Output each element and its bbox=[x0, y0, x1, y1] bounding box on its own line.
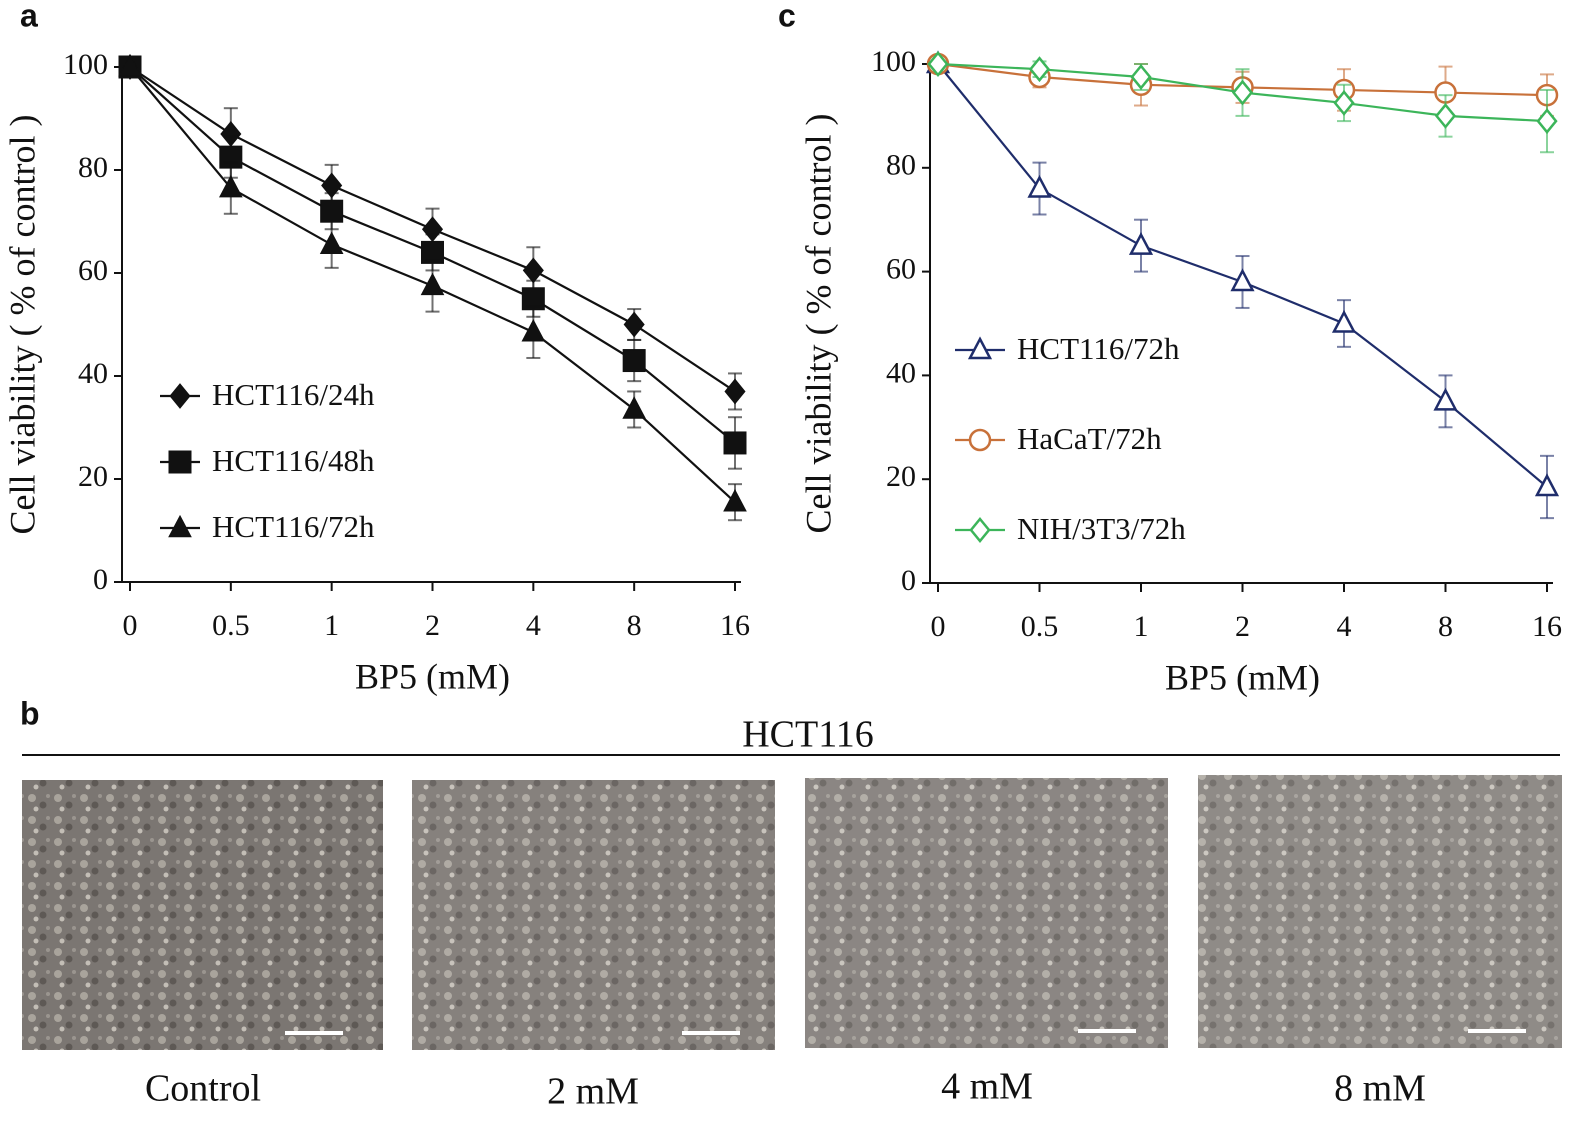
y-tick-label: 20 bbox=[78, 460, 108, 493]
marker bbox=[1333, 89, 1355, 116]
legend-marker bbox=[168, 450, 192, 474]
marker bbox=[724, 378, 746, 405]
legend-marker bbox=[968, 428, 992, 452]
legend-label: HCT116/72h bbox=[212, 509, 375, 544]
y-tick-label: 80 bbox=[78, 151, 108, 184]
image-caption: Control bbox=[145, 1068, 261, 1110]
series bbox=[925, 50, 1560, 520]
y-tick-label: 40 bbox=[78, 357, 108, 390]
x-tick-label: 8 bbox=[627, 609, 642, 642]
marker bbox=[1331, 309, 1357, 333]
legend-label: NIH/3T3/72h bbox=[1017, 511, 1186, 546]
legend-label: HCT116/72h bbox=[1017, 331, 1180, 366]
marker bbox=[1433, 387, 1458, 411]
marker bbox=[723, 489, 747, 512]
marker bbox=[1230, 268, 1255, 292]
legend-marker bbox=[969, 517, 991, 543]
marker bbox=[319, 231, 344, 254]
marker bbox=[623, 311, 645, 338]
series bbox=[927, 51, 1558, 154]
x-tick-label: 0 bbox=[123, 609, 138, 642]
legend-label: HCT116/24h bbox=[212, 377, 375, 412]
image-caption: 8 mM bbox=[1334, 1068, 1426, 1110]
y-tick-label: 20 bbox=[886, 460, 916, 493]
marker bbox=[1130, 64, 1152, 90]
x-tick-label: 2 bbox=[425, 609, 440, 642]
x-axis-label: BP5 (mM) bbox=[355, 656, 510, 696]
y-axis-label: Cell viability ( % of control ) bbox=[2, 115, 42, 535]
y-tick-label: 100 bbox=[63, 48, 108, 81]
marker bbox=[1027, 174, 1052, 198]
panel-letter: a bbox=[20, 0, 38, 33]
micrograph bbox=[22, 780, 383, 1050]
y-axis-label: Cell viability ( % of control ) bbox=[798, 114, 838, 534]
y-tick-label: 40 bbox=[886, 356, 916, 389]
x-tick-label: 4 bbox=[526, 609, 541, 642]
y-tick-label: 80 bbox=[886, 149, 916, 182]
marker bbox=[1128, 231, 1154, 255]
legend-label: HaCaT/72h bbox=[1017, 421, 1162, 456]
marker bbox=[723, 431, 747, 455]
x-tick-label: 0.5 bbox=[1021, 610, 1059, 643]
micrograph bbox=[412, 780, 775, 1050]
panel-letter: b bbox=[20, 695, 40, 731]
series bbox=[118, 53, 747, 522]
y-tick-label: 60 bbox=[78, 254, 108, 287]
y-tick-label: 0 bbox=[901, 564, 916, 597]
x-tick-label: 16 bbox=[720, 609, 750, 642]
panel-letter: c bbox=[778, 0, 796, 33]
x-tick-label: 8 bbox=[1438, 610, 1453, 643]
marker bbox=[622, 396, 646, 419]
x-tick-label: 16 bbox=[1532, 610, 1562, 643]
x-tick-label: 1 bbox=[324, 609, 339, 642]
x-tick-label: 2 bbox=[1235, 610, 1250, 643]
marker bbox=[622, 349, 646, 373]
x-tick-label: 4 bbox=[1337, 610, 1352, 643]
marker bbox=[118, 53, 142, 77]
marker bbox=[521, 319, 546, 342]
micrograph bbox=[805, 778, 1168, 1048]
series bbox=[119, 54, 746, 411]
marker bbox=[927, 51, 949, 77]
legend-marker bbox=[169, 383, 191, 409]
marker bbox=[1028, 56, 1051, 83]
y-tick-label: 60 bbox=[886, 252, 916, 285]
marker bbox=[1434, 102, 1457, 129]
legend-label: HCT116/48h bbox=[212, 443, 375, 478]
y-tick-label: 100 bbox=[871, 45, 916, 78]
micrograph bbox=[1198, 775, 1562, 1048]
image-caption: 2 mM bbox=[547, 1071, 639, 1113]
x-axis-label: BP5 (mM) bbox=[1165, 657, 1320, 697]
marker bbox=[522, 257, 544, 284]
marker bbox=[320, 199, 344, 223]
marker bbox=[1231, 79, 1254, 106]
panel-title: HCT116 bbox=[742, 714, 874, 756]
marker bbox=[1534, 473, 1560, 497]
x-tick-label: 1 bbox=[1134, 610, 1149, 643]
x-tick-label: 0 bbox=[931, 610, 946, 643]
marker bbox=[219, 174, 243, 198]
y-tick-label: 0 bbox=[93, 563, 108, 596]
legend-marker bbox=[168, 514, 192, 538]
x-tick-label: 0.5 bbox=[212, 609, 250, 642]
legend-marker bbox=[967, 336, 993, 360]
marker bbox=[1536, 108, 1558, 135]
marker bbox=[420, 272, 445, 296]
image-caption: 4 mM bbox=[941, 1066, 1033, 1108]
